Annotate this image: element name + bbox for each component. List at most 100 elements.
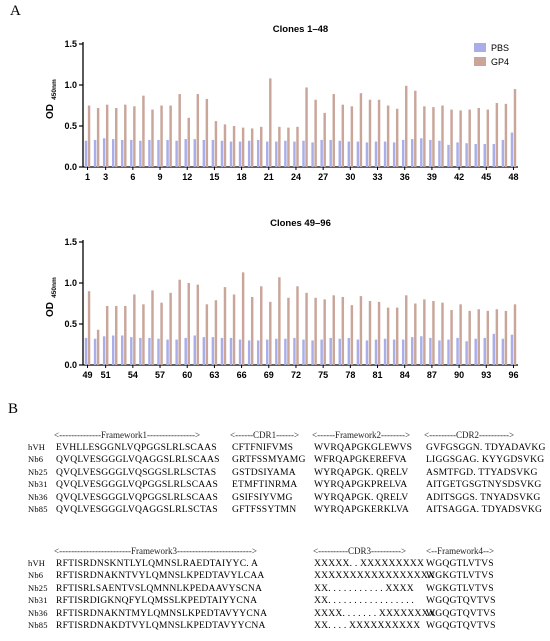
bar-gp4 <box>323 299 326 365</box>
bar-pbs <box>256 340 260 365</box>
bar-gp4 <box>450 310 453 365</box>
y-tick-label: 1.0 <box>64 278 77 288</box>
seq-fw2-nb85: WYRQAPGKERKLVA <box>314 504 410 515</box>
bar-gp4 <box>160 105 163 167</box>
bar-pbs <box>383 141 387 167</box>
bar-pbs <box>438 140 441 167</box>
bar-gp4 <box>377 99 381 167</box>
bar-gp4 <box>178 279 181 365</box>
bar-gp4 <box>169 292 172 365</box>
bar-pbs <box>365 340 369 365</box>
legend-swatch-pbs <box>474 43 486 52</box>
bar-gp4 <box>350 305 354 365</box>
seq-cdr1-nb31: ETMFTINRMA <box>232 479 298 491</box>
seq-name-hvh: hVH <box>28 442 46 452</box>
x-tick-label: 12 <box>182 172 192 182</box>
x-tick-label: 33 <box>373 172 383 182</box>
chart-title: Clones 49–96 <box>270 218 331 229</box>
bar-gp4 <box>459 304 462 365</box>
bar-pbs <box>456 142 459 167</box>
bar-gp4 <box>151 290 154 365</box>
bar-gp4 <box>133 106 136 167</box>
bar-pbs <box>157 139 160 167</box>
bar-gp4 <box>504 310 508 365</box>
x-tick-label: 69 <box>264 370 274 380</box>
y-axis-label: OD 450nm <box>45 79 58 119</box>
bar-pbs <box>483 144 486 167</box>
bar-pbs <box>111 139 115 167</box>
bar-gp4 <box>423 299 426 365</box>
bar-gp4 <box>432 107 435 167</box>
seq-fw4-nb31: WGQGTQVTVS <box>426 595 496 607</box>
bar-gp4 <box>359 93 363 167</box>
bar-pbs <box>102 336 106 365</box>
x-tick-label: 45 <box>481 172 491 182</box>
seq-fw1-nb25: QVQLVESGGGLVQSGGSLRLSCTAS <box>56 466 217 478</box>
x-tick-label: 78 <box>345 370 355 380</box>
x-tick-label: 9 <box>158 172 163 182</box>
bar-pbs <box>157 338 160 365</box>
seq-fw3-hvh: RFTISRDNSKNTLYLQMNSLRAEDTAIYYC. A <box>56 558 259 569</box>
chart-title: Clones 1–48 <box>273 24 328 35</box>
x-tick-label: 6 <box>130 172 135 182</box>
bar-pbs <box>139 140 142 167</box>
bar-pbs <box>392 339 396 365</box>
bar-pbs <box>383 338 387 365</box>
bar-pbs <box>474 144 477 167</box>
bar-pbs <box>302 339 305 365</box>
bar-pbs <box>465 143 468 167</box>
bar-pbs <box>483 337 486 365</box>
bar-gp4 <box>205 98 209 167</box>
bar-pbs <box>401 339 405 365</box>
y-tick-label: 0.5 <box>64 319 77 329</box>
y-tick-label: 1.5 <box>64 39 77 49</box>
seq-fw4-nb6: WGKGTLVTVS <box>426 570 494 582</box>
seq-cdr2-nb85: AITSAGGA. TDYADSVKG <box>426 504 543 515</box>
bar-gp4 <box>359 296 363 365</box>
x-tick-label: 87 <box>427 370 437 380</box>
x-tick-label: 60 <box>182 370 192 380</box>
bar-gp4 <box>124 104 127 167</box>
x-tick-label: 84 <box>400 370 410 380</box>
bar-gp4 <box>105 305 109 365</box>
bar-pbs <box>84 337 88 365</box>
bar-pbs <box>202 139 206 167</box>
y-tick-label: 1.0 <box>64 80 77 90</box>
bar-gp4 <box>187 117 190 167</box>
bar-gp4 <box>160 302 163 365</box>
bar-gp4 <box>205 304 209 365</box>
y-axis-label-main: OD <box>45 104 56 119</box>
bar-pbs <box>220 140 224 167</box>
bar-pbs <box>329 337 332 365</box>
seq-name-nb36: Nb36 <box>28 607 48 618</box>
bar-gp4 <box>241 272 245 365</box>
header-cdr1: <------CDR1------> <box>230 430 300 440</box>
seq-name-nb85: Nb85 <box>28 620 48 630</box>
bar-pbs <box>438 340 441 365</box>
seq-fw4-nb36: WGQGTQVTVS <box>426 607 496 619</box>
bar-pbs <box>492 144 496 167</box>
x-tick-label: 57 <box>155 370 165 380</box>
bar-gp4 <box>441 302 444 365</box>
bar-pbs <box>501 139 505 167</box>
seq-cdr1-nb36: GSIFSIYVMG <box>232 491 293 503</box>
header-cdr2: <---------CDR2----------> <box>424 430 515 440</box>
bar-gp4 <box>405 85 408 167</box>
bar-pbs <box>401 139 405 167</box>
bar-gp4 <box>314 297 317 365</box>
seq-fw1-nb36: QVQLVESGGGLVQPGGSLRLSCAAS <box>56 491 219 503</box>
x-tick-label: 3 <box>103 172 108 182</box>
y-axis-label-sub: 450nm <box>51 79 58 100</box>
seq-fw2-nb25: WYRQAPGK. QRELV <box>314 466 409 478</box>
bar-gp4 <box>468 109 471 167</box>
x-tick-label: 39 <box>427 172 437 182</box>
bar-gp4 <box>504 103 508 167</box>
seq-fw1-hvh: EVHLLESGGNLVQPGGSLRLSCAAS <box>56 442 217 453</box>
bar-pbs <box>429 337 432 365</box>
bar-pbs <box>266 141 269 167</box>
bar-gp4 <box>386 307 390 365</box>
bar-pbs <box>139 337 142 365</box>
bar-pbs <box>311 340 314 365</box>
bar-pbs <box>275 141 278 167</box>
bar-gp4 <box>142 304 145 365</box>
